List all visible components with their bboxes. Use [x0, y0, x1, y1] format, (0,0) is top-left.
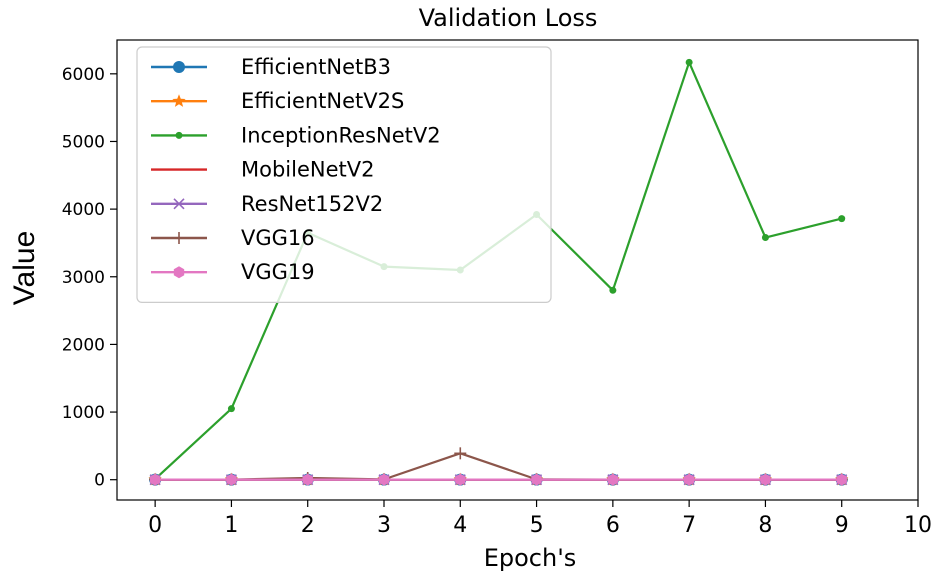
y-tick-label: 6000	[62, 65, 105, 85]
y-axis-label: Value	[8, 231, 41, 306]
y-tick-label: 4000	[62, 200, 105, 220]
legend-swatch-marker	[172, 94, 186, 107]
data-point	[685, 58, 693, 66]
legend-item: MobileNetV2	[151, 158, 374, 182]
y-tick-label: 1000	[62, 403, 105, 423]
legend-label: MobileNetV2	[241, 158, 374, 182]
marker-stroke	[173, 198, 185, 210]
legend-label: ResNet152V2	[241, 192, 383, 216]
legend-label: VGG16	[241, 226, 315, 250]
x-tick-label: 7	[682, 513, 696, 538]
plot-frame	[116, 39, 919, 501]
legend-label: EfficientNetV2S	[241, 89, 404, 113]
x-tick-label: 3	[377, 513, 391, 538]
y-tick-label: 5000	[62, 132, 105, 152]
data-point	[454, 447, 467, 460]
data-point	[302, 473, 313, 486]
legend-swatch-marker	[173, 266, 185, 279]
data-point	[227, 405, 235, 413]
legend-item: EfficientNetV2S	[151, 89, 404, 113]
x-tick-label: 6	[606, 513, 620, 538]
legend-item: ResNet152V2	[151, 192, 383, 216]
legend-label: InceptionResNetV2	[241, 123, 441, 147]
legend-item: InceptionResNetV2	[151, 123, 441, 147]
legend-item: EfficientNetB3	[151, 55, 391, 79]
data-point	[149, 473, 161, 486]
legend-swatch-marker	[173, 232, 185, 244]
x-tick-label: 1	[224, 513, 238, 538]
x-tick-label: 8	[758, 513, 772, 538]
data-point	[760, 473, 771, 486]
data-point	[683, 473, 695, 486]
x-tick-label: 10	[904, 513, 932, 538]
data-point	[607, 473, 619, 486]
x-axis-label: Epoch's	[484, 544, 577, 572]
legend-swatch-marker	[175, 131, 183, 139]
data-point	[761, 234, 769, 242]
x-tick-label: 0	[148, 513, 162, 538]
x-tick-label: 2	[301, 513, 315, 538]
y-tick-label: 0	[94, 471, 105, 491]
legend-item: VGG16	[151, 226, 315, 250]
series-line	[155, 452, 842, 481]
x-tick-label: 5	[530, 513, 544, 538]
data-point	[836, 473, 847, 486]
chart-title: Validation Loss	[419, 4, 598, 32]
data-point	[609, 286, 617, 294]
data-point	[531, 473, 542, 486]
data-point	[226, 473, 237, 486]
data-point	[838, 215, 846, 223]
legend-label: VGG19	[241, 260, 315, 284]
legend-swatch-marker	[173, 61, 185, 73]
legend-label: EfficientNetB3	[241, 55, 391, 79]
y-tick-label: 3000	[62, 268, 105, 288]
data-point	[455, 473, 466, 486]
y-tick-label: 2000	[62, 335, 105, 355]
x-tick-label: 9	[835, 513, 849, 538]
x-tick-label: 4	[453, 513, 467, 538]
data-point	[378, 473, 390, 486]
legend-box	[136, 46, 552, 303]
legend-swatch-marker	[173, 198, 185, 210]
series-vgg19	[149, 473, 847, 486]
legend-item: VGG19	[151, 260, 315, 284]
